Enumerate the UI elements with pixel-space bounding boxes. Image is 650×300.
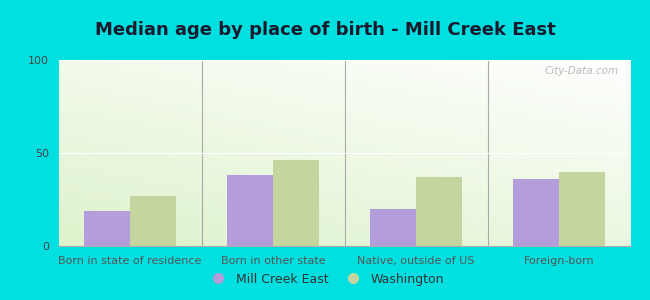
Bar [130,196,176,246]
Bar [416,177,462,246]
Bar [370,209,416,246]
Bar [227,175,273,246]
Bar [514,179,559,246]
Text: Median age by place of birth - Mill Creek East: Median age by place of birth - Mill Cree… [95,21,555,39]
Bar [559,172,604,246]
Bar [84,211,130,246]
Text: City-Data.com: City-Data.com [545,66,619,76]
Bar [273,160,318,246]
Legend: Mill Creek East, Washington: Mill Creek East, Washington [201,268,449,291]
